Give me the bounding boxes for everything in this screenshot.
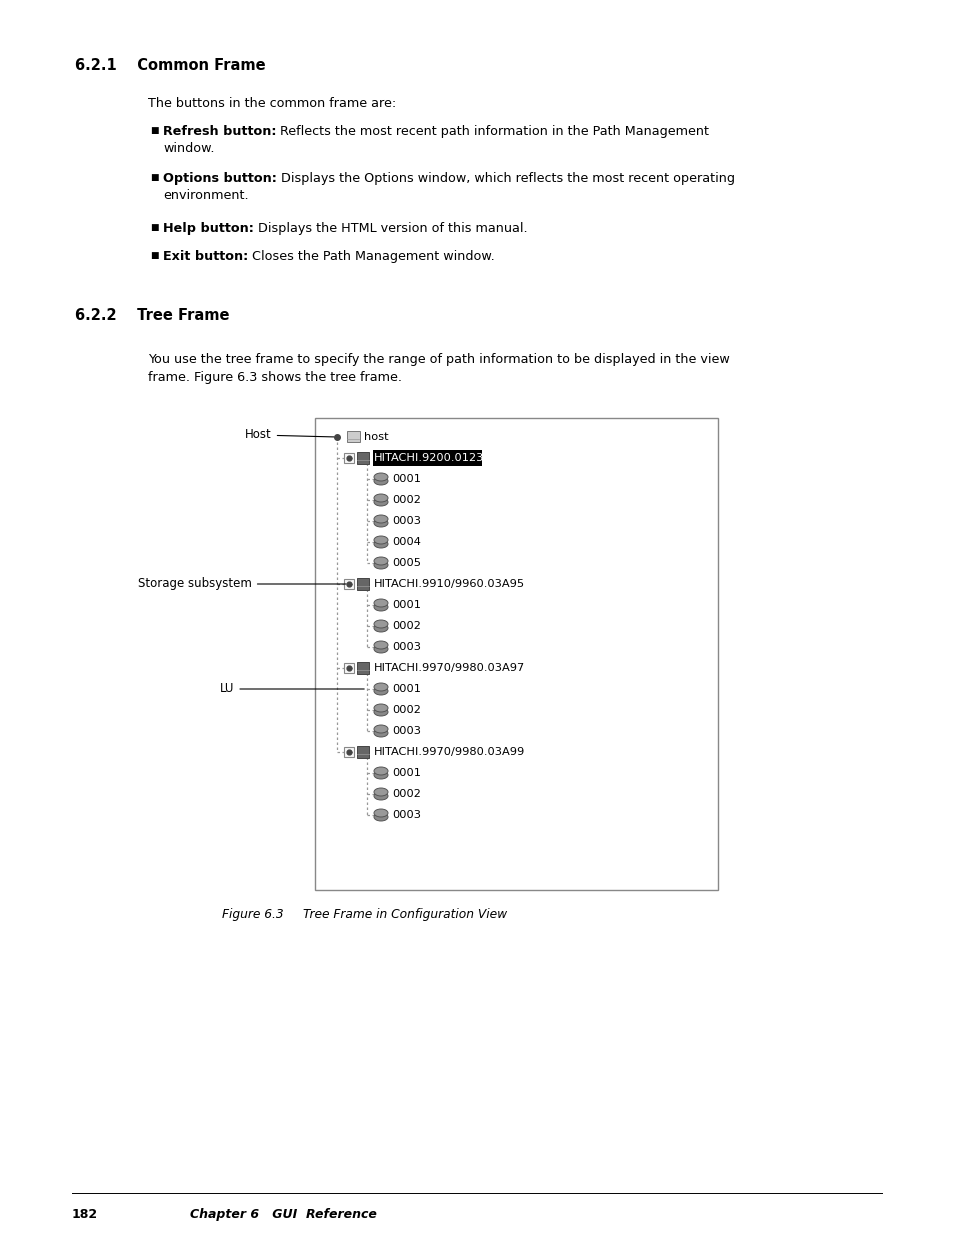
Ellipse shape xyxy=(374,708,388,716)
Ellipse shape xyxy=(374,809,388,818)
Text: 0001: 0001 xyxy=(392,768,420,778)
Text: 0001: 0001 xyxy=(392,474,420,484)
Ellipse shape xyxy=(374,561,388,569)
Text: 6.2.1    Common Frame: 6.2.1 Common Frame xyxy=(75,58,265,73)
Text: 0003: 0003 xyxy=(392,726,420,736)
Ellipse shape xyxy=(374,725,388,734)
Text: frame. Figure 6.3 shows the tree frame.: frame. Figure 6.3 shows the tree frame. xyxy=(148,370,401,384)
Text: −: − xyxy=(345,663,353,673)
FancyBboxPatch shape xyxy=(344,747,354,757)
Ellipse shape xyxy=(374,599,388,606)
Ellipse shape xyxy=(374,813,388,821)
FancyBboxPatch shape xyxy=(356,578,369,590)
Text: 0004: 0004 xyxy=(392,537,420,547)
Text: −: − xyxy=(345,579,353,589)
Text: Displays the Options window, which reflects the most recent operating: Displays the Options window, which refle… xyxy=(276,172,734,185)
Ellipse shape xyxy=(374,687,388,695)
Text: You use the tree frame to specify the range of path information to be displayed : You use the tree frame to specify the ra… xyxy=(148,353,729,366)
FancyBboxPatch shape xyxy=(314,417,718,890)
Text: 0005: 0005 xyxy=(392,558,420,568)
Ellipse shape xyxy=(374,536,388,543)
Ellipse shape xyxy=(374,515,388,522)
Ellipse shape xyxy=(374,603,388,611)
Text: Storage subsystem: Storage subsystem xyxy=(138,578,346,590)
Text: Chapter 6   GUI  Reference: Chapter 6 GUI Reference xyxy=(190,1208,376,1221)
Text: 0002: 0002 xyxy=(392,495,420,505)
Text: HITACHI.9910/9960.03A95: HITACHI.9910/9960.03A95 xyxy=(374,579,524,589)
Ellipse shape xyxy=(374,792,388,800)
Ellipse shape xyxy=(374,704,388,713)
Ellipse shape xyxy=(374,620,388,629)
Text: 0002: 0002 xyxy=(392,621,420,631)
Text: ■: ■ xyxy=(150,224,158,232)
Ellipse shape xyxy=(374,540,388,548)
Ellipse shape xyxy=(374,767,388,776)
Ellipse shape xyxy=(374,624,388,632)
Text: ■: ■ xyxy=(150,126,158,135)
Text: 0002: 0002 xyxy=(392,789,420,799)
Ellipse shape xyxy=(374,477,388,485)
Ellipse shape xyxy=(374,729,388,737)
Text: 0001: 0001 xyxy=(392,684,420,694)
Text: HITACHI.9970/9980.03A99: HITACHI.9970/9980.03A99 xyxy=(374,747,525,757)
FancyBboxPatch shape xyxy=(356,452,369,464)
FancyBboxPatch shape xyxy=(344,663,354,673)
Text: Displays the HTML version of this manual.: Displays the HTML version of this manual… xyxy=(253,222,527,235)
Ellipse shape xyxy=(374,498,388,506)
Ellipse shape xyxy=(374,494,388,501)
Text: −: − xyxy=(345,747,353,757)
Text: 182: 182 xyxy=(71,1208,98,1221)
Ellipse shape xyxy=(374,771,388,779)
Text: 0003: 0003 xyxy=(392,516,420,526)
Text: 0003: 0003 xyxy=(392,642,420,652)
Ellipse shape xyxy=(374,641,388,650)
Text: 0001: 0001 xyxy=(392,600,420,610)
Text: 6.2.2    Tree Frame: 6.2.2 Tree Frame xyxy=(75,308,230,324)
Text: LU: LU xyxy=(220,683,364,695)
Ellipse shape xyxy=(374,557,388,564)
Text: environment.: environment. xyxy=(163,189,249,203)
Text: host: host xyxy=(364,432,388,442)
Text: Options button:: Options button: xyxy=(163,172,276,185)
FancyBboxPatch shape xyxy=(344,453,354,463)
Text: window.: window. xyxy=(163,142,214,156)
Text: ■: ■ xyxy=(150,173,158,182)
Text: The buttons in the common frame are:: The buttons in the common frame are: xyxy=(148,98,395,110)
Text: ■: ■ xyxy=(150,251,158,261)
Ellipse shape xyxy=(374,519,388,527)
Text: Figure 6.3     Tree Frame in Configuration View: Figure 6.3 Tree Frame in Configuration V… xyxy=(222,908,507,921)
Ellipse shape xyxy=(374,473,388,480)
FancyBboxPatch shape xyxy=(356,662,369,674)
Ellipse shape xyxy=(374,788,388,797)
Text: 0002: 0002 xyxy=(392,705,420,715)
Text: Reflects the most recent path information in the Path Management: Reflects the most recent path informatio… xyxy=(276,125,709,138)
Text: Host: Host xyxy=(245,429,334,441)
Text: −: − xyxy=(345,453,353,462)
Text: Refresh button:: Refresh button: xyxy=(163,125,276,138)
Ellipse shape xyxy=(374,683,388,692)
FancyBboxPatch shape xyxy=(373,450,482,466)
Text: HITACHI.9970/9980.03A97: HITACHI.9970/9980.03A97 xyxy=(374,663,525,673)
Text: 0003: 0003 xyxy=(392,810,420,820)
Text: Closes the Path Management window.: Closes the Path Management window. xyxy=(248,249,495,263)
FancyBboxPatch shape xyxy=(347,431,359,442)
Text: Exit button:: Exit button: xyxy=(163,249,248,263)
Text: HITACHI.9200.0123: HITACHI.9200.0123 xyxy=(374,453,484,463)
FancyBboxPatch shape xyxy=(356,746,369,758)
Text: Help button:: Help button: xyxy=(163,222,253,235)
Ellipse shape xyxy=(374,645,388,653)
FancyBboxPatch shape xyxy=(344,579,354,589)
